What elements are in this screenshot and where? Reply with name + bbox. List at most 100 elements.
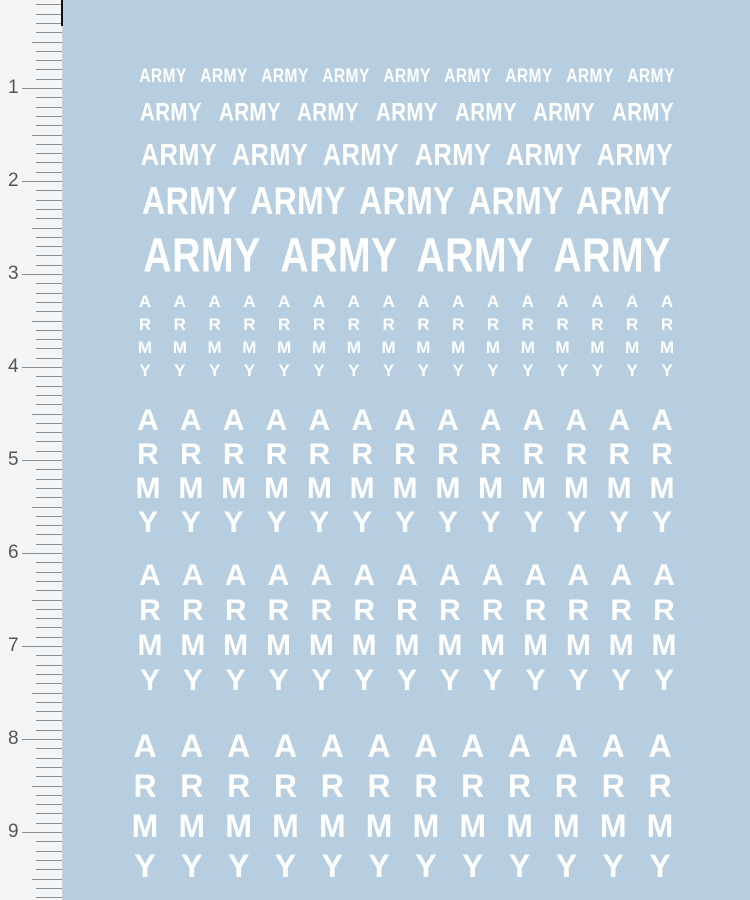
army-decal-horizontal: ARMY [505,137,582,172]
decal-letter: R [367,768,391,804]
ruler-tick [36,301,62,303]
ruler-tick [36,711,62,713]
ruler-tick [22,181,62,182]
decal-letter: Y [602,848,624,884]
decal-letter: R [461,768,485,804]
decal-letter: M [553,808,580,844]
decal-letter: A [137,404,159,437]
decal-letter: R [601,768,625,804]
decal-letter: Y [522,361,534,380]
ruler-tick [36,534,62,536]
decal-letter: M [365,808,393,844]
decal-letter: Y [243,361,256,380]
decal-letter: A [436,404,459,437]
ruler-tick [36,432,62,434]
ruler-tick [36,13,62,15]
decal-letter: Y [311,664,332,697]
army-decal-horizontal: ARMY [611,98,674,127]
decal-letter: Y [462,848,484,884]
decal-letter: M [394,629,420,662]
decal-letter: R [626,315,639,334]
ruler-tick [36,478,62,480]
decal-letter: M [266,629,291,662]
decal-letter: R [507,768,532,804]
decal-letter: R [308,438,331,471]
decal-letter: M [451,338,466,357]
decal-letter: M [137,629,163,662]
ruler-tick [36,283,62,285]
ruler-tick [36,720,62,722]
decal-letter: R [486,315,500,334]
decal-letter: Y [556,361,569,380]
decal-letter: Y [225,664,246,697]
ruler-tick [36,469,62,471]
ruler: 1 2 3 4 5 6 7 8 9 [0,0,63,900]
decal-letter: Y [651,506,672,539]
decal-letter: Y [227,848,250,884]
decal-letter: R [181,594,204,627]
ruler-tick [36,859,62,861]
ruler-tick [36,627,62,629]
army-decal-horizontal: ARMY [142,229,261,283]
army-decal-horizontal: ARMY [566,66,614,87]
decal-letter: A [227,728,251,764]
ruler-tick [36,404,62,406]
ruler-tick [36,776,62,778]
ruler-tick [36,701,62,703]
decal-letter: A [417,292,430,311]
decal-letter: M [223,629,249,662]
decal-letter: A [308,404,331,437]
ruler-tick [36,199,62,201]
decal-letter: M [565,629,591,662]
decal-letter: A [180,728,204,764]
decal-letter: R [173,315,186,334]
army-decal-horizontal: ARMY [576,180,673,223]
ruler-label: 2 [8,170,19,191]
ruler-tick [32,506,62,508]
decal-letter: A [452,292,465,311]
decal-letter: M [651,629,677,662]
decal-letter: R [438,594,461,627]
decal-letter: R [224,594,247,627]
ruler-tick [36,748,62,750]
ruler-tick [36,357,62,359]
decal-letter: R [139,594,161,627]
ruler-tick [36,441,62,443]
decal-letter: Y [566,506,587,539]
decal-letter: Y [266,506,287,539]
ruler-tick [36,869,62,871]
decal-letter: M [523,629,548,662]
decal-letter: R [567,594,590,627]
ruler-tick [36,887,62,889]
decal-letter: A [224,559,247,592]
decal-letter: Y [568,664,589,697]
ruler-tick [36,69,62,71]
army-decal-horizontal: ARMY [533,98,596,127]
decal-letter: Y [382,361,395,380]
decal-letter: M [412,808,440,844]
decal-letter: R [312,315,326,334]
decal-letter: A [481,559,504,592]
decal-letter: M [555,338,570,357]
decal-letter: R [648,768,672,804]
ruler-tick [36,171,62,173]
decal-letter: R [565,438,588,471]
decal-letter: A [351,404,373,437]
army-decal-horizontal: ARMY [323,137,400,172]
decal-letter: R [660,315,674,334]
decal-letter: R [522,438,545,471]
decal-letter: Y [661,361,673,380]
decal-letter: R [273,768,297,804]
ruler-tick [36,841,62,843]
decal-letter: R [479,438,502,471]
